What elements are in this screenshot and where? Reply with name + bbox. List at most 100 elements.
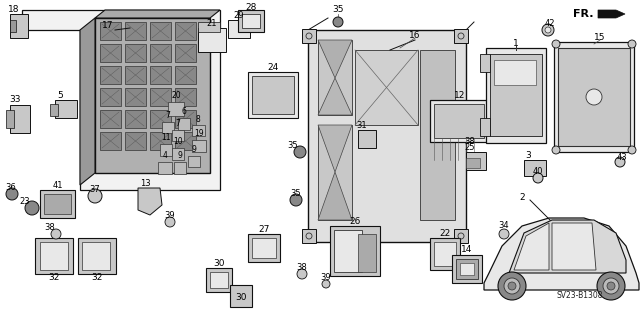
Bar [125,66,146,84]
Circle shape [552,40,560,48]
Bar [40,190,75,218]
Bar [150,66,171,84]
Bar [100,44,121,62]
Polygon shape [80,18,95,185]
Text: 1: 1 [513,40,519,48]
Bar [486,48,546,143]
Bar [434,242,456,266]
Bar [150,110,171,128]
Text: 11: 11 [161,133,171,143]
Circle shape [628,146,636,154]
Text: 28: 28 [245,3,257,11]
Circle shape [297,269,307,279]
Text: 4: 4 [163,152,168,160]
Text: 18: 18 [8,5,20,14]
Bar [150,44,171,62]
Bar [334,230,362,272]
Bar [466,158,480,168]
Circle shape [294,146,306,158]
Text: 2: 2 [519,194,525,203]
Text: 31: 31 [356,121,367,130]
Text: 5: 5 [57,92,63,100]
Bar [302,29,316,43]
Bar [125,22,146,40]
Text: SV23-B1308: SV23-B1308 [557,292,604,300]
Bar [78,238,116,274]
Bar [150,22,171,40]
Bar [358,234,376,272]
Bar [188,156,200,167]
Circle shape [628,40,636,48]
Text: 9: 9 [191,145,196,154]
Text: 27: 27 [259,226,269,234]
Bar [430,238,460,270]
Text: 39: 39 [164,211,175,220]
Text: 6: 6 [182,108,186,116]
Text: 22: 22 [440,229,451,239]
Bar [175,132,196,150]
Circle shape [586,89,602,105]
Text: 7: 7 [166,112,170,121]
Bar [175,22,196,40]
Bar [242,14,260,28]
Polygon shape [420,50,455,220]
Text: 14: 14 [461,246,473,255]
Polygon shape [318,40,352,115]
Bar [82,242,110,270]
Bar [210,272,228,288]
Polygon shape [509,220,626,273]
Bar [100,22,121,40]
Circle shape [603,278,619,294]
Text: 15: 15 [595,33,605,42]
Bar [454,229,468,243]
Circle shape [25,201,39,215]
Bar [10,14,28,38]
Bar [125,132,146,150]
Text: 38: 38 [45,224,56,233]
Polygon shape [318,40,352,78]
Text: FR.: FR. [573,9,593,19]
Polygon shape [318,78,352,115]
Circle shape [545,27,551,33]
Polygon shape [318,172,352,220]
Bar [558,48,630,146]
Bar [198,22,220,32]
Polygon shape [318,125,352,172]
Circle shape [6,188,18,200]
Bar [228,20,250,38]
Text: 21: 21 [207,19,217,28]
Text: 40: 40 [532,167,543,175]
Bar [150,88,171,106]
Polygon shape [598,10,625,18]
Circle shape [533,173,543,183]
Text: 26: 26 [349,218,361,226]
Text: 38: 38 [465,137,476,146]
Text: 34: 34 [499,221,509,231]
Bar [158,162,172,174]
Bar [150,132,171,150]
Polygon shape [514,223,549,270]
Bar [252,238,276,258]
Circle shape [88,189,102,203]
Bar [174,162,186,174]
Polygon shape [552,223,596,270]
Bar [452,255,482,283]
Bar [175,66,196,84]
Text: 10: 10 [173,137,183,146]
Bar [175,110,196,128]
Polygon shape [484,218,639,290]
Text: 39: 39 [321,273,332,283]
Bar [100,132,121,150]
Polygon shape [355,50,418,125]
Bar [206,268,232,292]
Text: 8: 8 [196,115,200,123]
Bar [178,118,190,130]
Circle shape [552,146,560,154]
Bar [480,54,490,72]
Text: 32: 32 [48,273,60,283]
Bar [100,66,121,84]
Circle shape [498,272,526,300]
Bar [466,152,486,170]
Bar [125,110,146,128]
Text: 37: 37 [90,186,100,195]
